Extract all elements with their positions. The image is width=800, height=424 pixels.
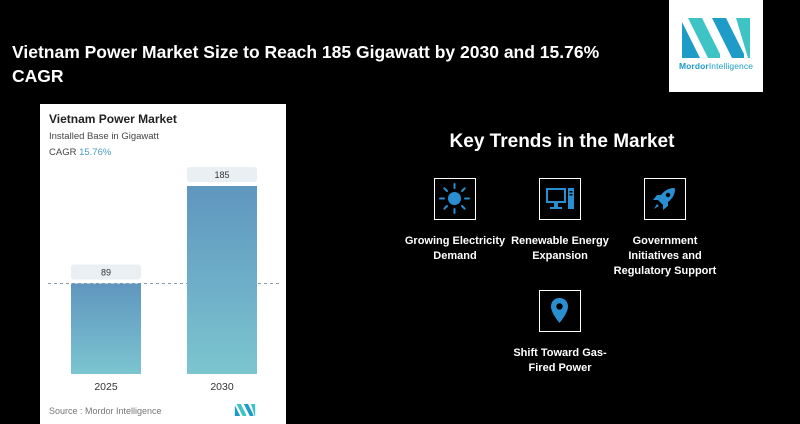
trends-title: Key Trends in the Market	[449, 131, 675, 152]
data-label-box	[71, 264, 141, 280]
trend-item-gas-fired-power: Shift Toward Gas-Fired Power	[505, 290, 615, 376]
sun-icon	[434, 178, 476, 220]
mordor-logo: MordorIntelligence	[669, 0, 763, 92]
chart-subtitle: Installed Base in Gigawatt	[49, 131, 159, 142]
chart-title: Vietnam Power Market	[49, 112, 177, 126]
trend-item-renewable-expansion: Renewable Energy Expansion	[505, 178, 615, 264]
trend-label: Shift Toward Gas-Fired Power	[513, 347, 607, 374]
logo-mark-icon	[682, 18, 750, 58]
cagr-value: 15.76%	[79, 147, 112, 158]
data-label: 185	[214, 170, 229, 180]
location-pin-icon	[539, 290, 581, 332]
bar-2025	[71, 283, 141, 374]
chart-source: Source : Mordor Intelligence	[49, 406, 162, 416]
rocket-icon	[644, 178, 686, 220]
bar-2030	[187, 186, 257, 374]
data-label-box	[187, 167, 257, 182]
trend-item-government-initiatives: Government Initiatives and Regulatory Su…	[610, 178, 720, 279]
chart-card: Vietnam Power Market Installed Base in G…	[40, 104, 286, 424]
trend-label: Renewable Energy Expansion	[511, 235, 609, 262]
bar-chart: 89 2025 185 2030	[48, 167, 282, 393]
mini-logo-icon	[234, 404, 256, 416]
cagr-text: CAGR 15.76%	[49, 147, 111, 158]
logo-text: MordorIntelligence	[678, 61, 754, 71]
computer-icon	[539, 178, 581, 220]
trend-item-electricity-demand: Growing Electricity Demand	[400, 178, 510, 264]
trend-label: Growing Electricity Demand	[404, 235, 506, 262]
x-tick-label: 2030	[210, 381, 234, 393]
data-label: 89	[101, 268, 111, 278]
trend-label: Government Initiatives and Regulatory Su…	[613, 235, 717, 277]
headline: Vietnam Power Market Size to Reach 185 G…	[12, 42, 600, 86]
cagr-label: CAGR	[49, 147, 77, 158]
x-tick-label: 2025	[94, 381, 118, 393]
